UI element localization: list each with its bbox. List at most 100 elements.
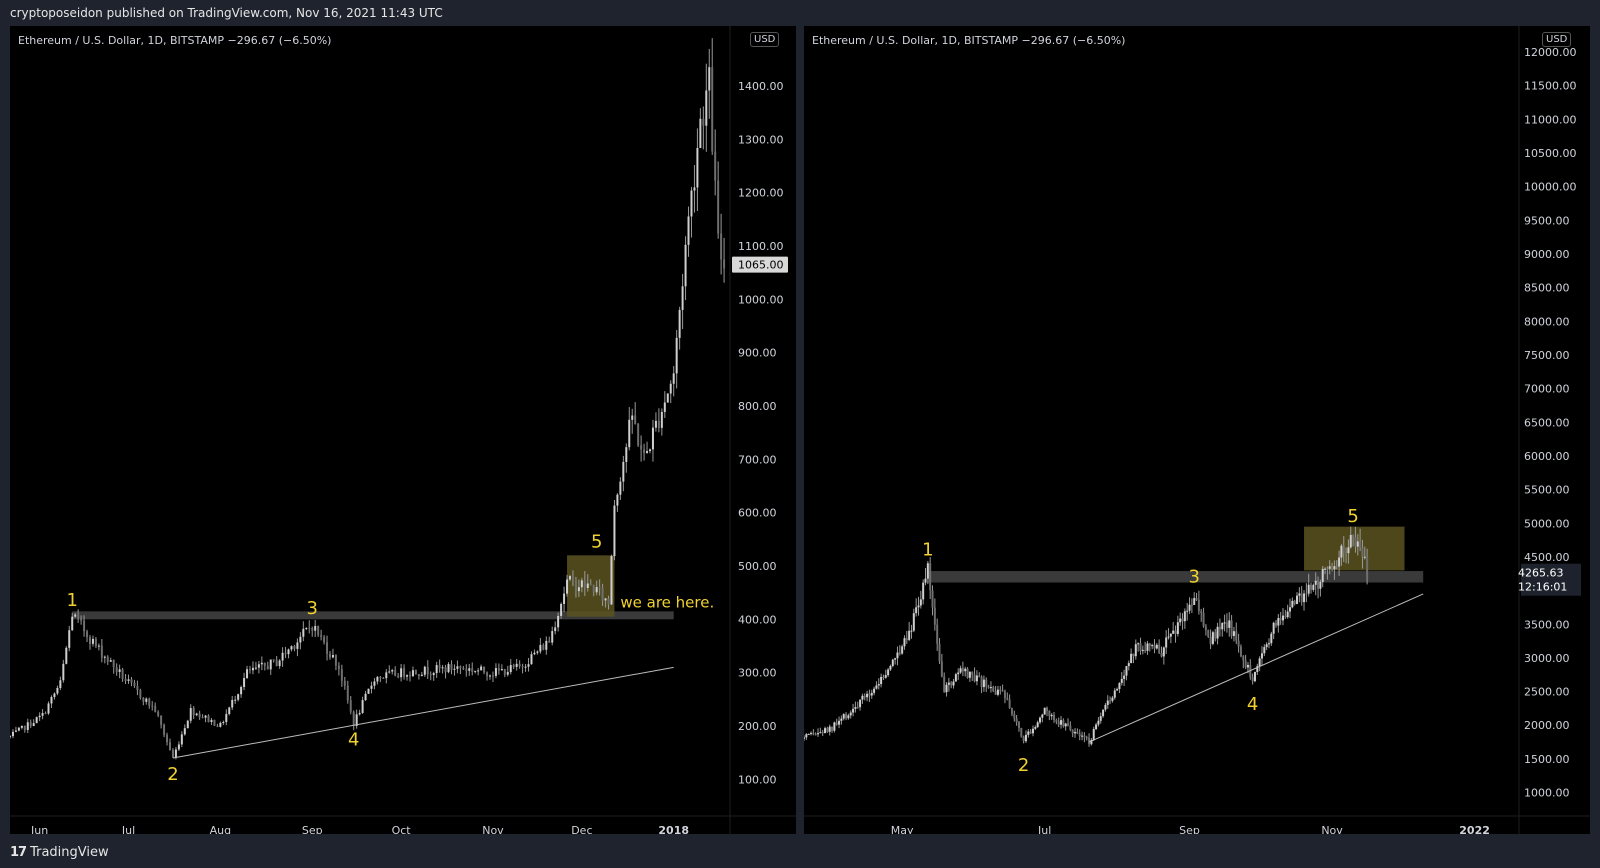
candle-body [509,665,512,673]
candle-body [586,583,589,589]
candle-body [361,700,364,713]
candle-body [933,607,936,625]
candle-body [1267,643,1270,645]
candle-body [669,383,672,394]
candle-body [987,686,990,688]
chart-canvas-2021[interactable]: 1000.00 1500.00 2000.00 2500.00 3000.00 3500.… [804,26,1590,834]
candle-body [833,722,836,731]
candle-body [717,180,720,234]
candle-body [859,699,862,708]
candle-body [649,449,651,452]
candle-body [1340,545,1343,558]
candle-body [1158,644,1161,653]
candle-body [817,733,820,735]
candle-body [394,670,397,676]
candle-body [622,461,625,482]
candle-body [1176,622,1179,634]
candle-body [607,598,610,605]
candle-body [74,614,77,617]
candle-body [1055,720,1058,722]
candle-body [1328,566,1331,569]
candle-body [136,685,139,691]
candle-body [821,732,824,734]
candle-body [557,615,560,628]
candle-body [486,672,489,677]
candle-body [17,727,20,731]
y-tick-label: 900.00 [738,347,777,360]
candle-body [89,637,91,644]
candle-body [838,720,841,725]
y-tick-label: 3500.00 [1524,618,1570,631]
candle-body [1053,714,1056,721]
candle-body [494,668,497,676]
candle-body [222,722,225,724]
wave-label-4: 4 [1247,694,1258,715]
candle-body [1279,617,1282,621]
candle-body [1204,626,1207,631]
candle-body [10,736,11,738]
candle-body [142,697,145,702]
candle-body [115,667,118,672]
candle-body [616,494,619,506]
footer-branding[interactable]: 17 TradingView [10,845,109,860]
candle-body [145,698,148,702]
annotation-we-are-here: we are here. [620,593,714,611]
y-tick-label: 1000.00 [1524,787,1570,800]
candle-body [1235,631,1238,641]
candle-body [1335,566,1338,568]
candle-body [1347,547,1350,554]
candle-body [924,578,927,583]
candle-body [343,680,346,686]
candle-body [195,713,198,716]
candle-body [231,700,234,708]
chart-canvas-2017[interactable]: 100.00 200.00 300.00 400.00 500.00 600.00 700.… [10,26,796,834]
candle-body [320,635,323,637]
candle-body [1307,584,1310,594]
x-tick-label: Aug [210,824,231,834]
candle-body [866,693,869,698]
y-tick-label: 1000.00 [738,293,784,306]
y-tick-label: 5500.00 [1524,484,1570,497]
wave-label-5: 5 [1347,506,1358,527]
candle-body [1354,537,1357,547]
candle-body [868,693,871,696]
currency-button[interactable]: USD [750,32,780,47]
candle-body [1260,653,1263,659]
candle-body [1060,720,1063,725]
candle-body [1326,568,1329,570]
candle-body [1132,653,1135,657]
candle-body [945,684,948,693]
candle-body [272,659,275,661]
candle-body [432,673,435,676]
candle-body [358,712,361,715]
candle-body [1041,714,1044,718]
candle-body [560,603,563,616]
candle-body [192,708,195,716]
candle-body [807,733,810,735]
candle-body [59,680,62,689]
candle-body [32,723,35,726]
candle-body [1186,610,1189,612]
candle-body [216,725,219,727]
candle-body [1092,729,1095,740]
candle-body [189,708,192,721]
candle-body [702,118,705,126]
candle-body [23,725,26,730]
chart-panel-2021[interactable]: 1000.00 1500.00 2000.00 2500.00 3000.00 3500.… [804,26,1590,834]
candle-body [260,662,263,665]
candle-body [331,655,334,658]
candle-body [515,663,518,667]
chart-panel-2017[interactable]: 100.00 200.00 300.00 400.00 500.00 600.00 700.… [10,26,796,834]
currency-button[interactable]: USD [1542,32,1572,47]
wave-label-3: 3 [306,598,317,619]
candle-body [1272,622,1275,634]
candle-body [62,663,65,681]
candle-body [1090,739,1093,745]
candle-body [875,685,878,689]
candle-body [456,666,459,669]
candle-body [1034,727,1037,729]
x-tick-label: Jun [30,824,48,834]
candle-body [65,647,68,664]
x-tick-label: Jul [121,824,135,834]
candle-body [438,665,441,669]
